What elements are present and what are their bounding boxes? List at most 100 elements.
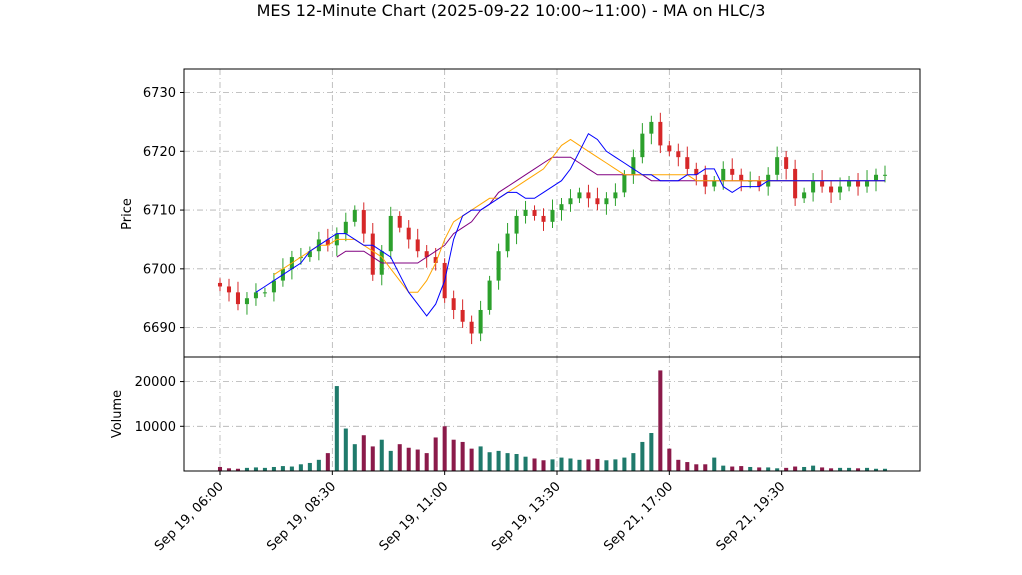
- volume-bar: [766, 467, 771, 471]
- volume-bar: [748, 466, 753, 471]
- candle-body: [235, 292, 240, 305]
- candle-body: [478, 309, 483, 334]
- volume-bar: [406, 447, 411, 471]
- volume-bar: [604, 460, 609, 471]
- volume-ytick-label: 10000: [135, 420, 176, 435]
- volume-bar: [667, 448, 672, 471]
- volume-bar: [784, 467, 789, 471]
- xtick-label: Sep 19, 11:00: [377, 479, 452, 554]
- volume-bar: [541, 460, 546, 471]
- price-ytick-label: 6720: [143, 145, 176, 160]
- candle-body: [496, 251, 501, 281]
- xtick-label: Sep 19, 13:30: [489, 479, 564, 554]
- volume-bar: [865, 467, 870, 471]
- candle-body: [721, 168, 726, 181]
- volume-bar: [829, 468, 834, 471]
- chart-title: MES 12-Minute Chart (2025-09-22 10:00~11…: [256, 1, 766, 20]
- candle-body: [577, 192, 582, 199]
- candle-body: [388, 215, 393, 252]
- candle-body: [487, 280, 492, 310]
- candle-body: [514, 215, 519, 234]
- candle-body: [406, 227, 411, 240]
- candle-body: [541, 215, 546, 222]
- volume-bar: [235, 468, 240, 471]
- volume-bar: [586, 459, 591, 471]
- volume-bar: [757, 467, 762, 471]
- candle-body: [550, 210, 555, 222]
- candle-body: [370, 233, 375, 275]
- xtick-label: Sep 21, 19:30: [714, 479, 789, 554]
- volume-bar: [523, 456, 528, 471]
- candle-body: [667, 145, 672, 152]
- volume-bar: [316, 459, 321, 471]
- volume-bar: [811, 465, 816, 471]
- moving-average-layer: [255, 132, 885, 317]
- volume-bar: [820, 467, 825, 471]
- volume-bar: [712, 457, 717, 471]
- volume-bar: [298, 464, 303, 471]
- candle-body: [658, 121, 663, 146]
- price-axis-label: Price: [120, 198, 135, 230]
- volume-bar: [271, 466, 276, 471]
- price-ytick-label: 6710: [143, 204, 176, 219]
- volume-bar: [244, 467, 249, 471]
- volume-bar: [397, 444, 402, 471]
- candle-body: [847, 180, 852, 187]
- volume-bar: [379, 439, 384, 471]
- candle-body: [595, 198, 600, 205]
- candle-body: [586, 192, 591, 199]
- grid-layer: [184, 69, 920, 471]
- volume-bar: [505, 453, 510, 471]
- volume-bar: [289, 466, 294, 471]
- volume-bar: [361, 435, 366, 471]
- candle-body: [712, 180, 717, 187]
- candle-body: [757, 180, 762, 187]
- volume-bar: [631, 453, 636, 471]
- volume-bar: [613, 459, 618, 471]
- volume-bar: [469, 448, 474, 471]
- volume-bar: [352, 444, 357, 471]
- candle-body: [307, 251, 312, 258]
- candle-body: [784, 157, 789, 169]
- volume-bar: [838, 467, 843, 471]
- volume-bar: [550, 459, 555, 471]
- candle-body: [820, 180, 825, 187]
- candle-body: [882, 174, 888, 176]
- volume-bar: [280, 466, 285, 471]
- candle-body: [873, 174, 879, 181]
- volume-bar: [559, 457, 564, 471]
- candle-body: [451, 298, 456, 310]
- candle-body: [433, 257, 438, 263]
- volume-bar: [873, 468, 879, 471]
- axes-frame: [183, 68, 921, 472]
- candle-body: [343, 221, 348, 234]
- volume-bar: [325, 453, 330, 471]
- candle-body: [469, 321, 474, 334]
- volume-bar: [334, 386, 339, 471]
- volume-bar: [649, 433, 654, 471]
- candle-body: [604, 198, 609, 205]
- candle-body: [613, 192, 618, 199]
- volume-bar: [856, 468, 861, 471]
- volume-bar: [775, 468, 780, 471]
- volume-bar: [370, 446, 375, 471]
- candle-body: [244, 298, 249, 305]
- volume-bar: [487, 452, 492, 471]
- candle-body: [775, 157, 780, 175]
- xtick-label: Sep 19, 06:00: [152, 479, 227, 554]
- volume-bar: [451, 439, 456, 471]
- candle-body: [415, 239, 420, 252]
- volume-bar: [424, 453, 429, 471]
- candle-body: [397, 215, 402, 228]
- volume-bar: [568, 458, 573, 471]
- candle-body: [829, 186, 834, 193]
- volume-bar: [442, 426, 447, 471]
- candle-body: [631, 157, 636, 175]
- candle-layer: [217, 112, 888, 345]
- candle-body: [361, 210, 366, 234]
- candle-body: [253, 292, 258, 299]
- volume-bar: [514, 454, 519, 471]
- volume-bar: [640, 441, 645, 471]
- volume-bar: [703, 464, 708, 471]
- volume-bar: [343, 428, 348, 471]
